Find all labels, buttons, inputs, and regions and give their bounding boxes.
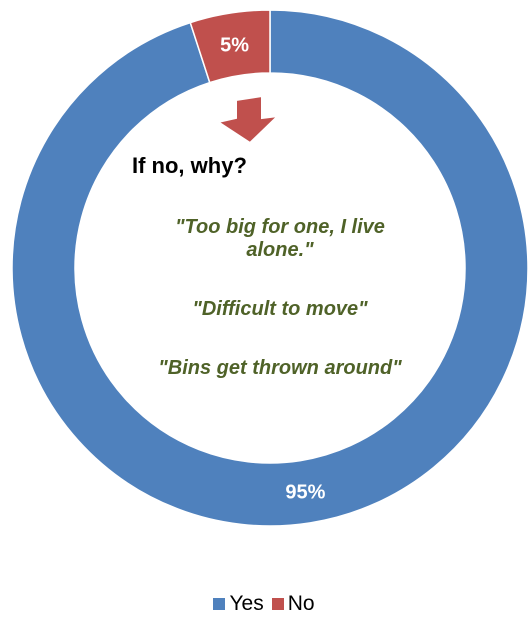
chart-legend: Yes No	[0, 592, 528, 616]
data-label-yes: 95%	[285, 482, 325, 504]
quote-3: "Bins get thrown around"	[158, 357, 402, 379]
legend-label-no: No	[287, 592, 315, 615]
donut-slice-yes[interactable]	[11, 9, 528, 527]
legend-item-no[interactable]: No	[271, 592, 315, 616]
legend-swatch-yes	[213, 598, 226, 610]
legend-label-yes: Yes	[229, 592, 264, 615]
donut-slices	[11, 9, 528, 527]
donut-chart: 95% 5%	[11, 9, 528, 527]
legend-swatch-no	[271, 598, 284, 610]
quote-1: "Too big for one, I live alone."	[175, 216, 385, 261]
center-heading: If no, why?	[132, 153, 247, 178]
donut-slice-no[interactable]	[189, 9, 271, 84]
legend-item-yes[interactable]: Yes	[213, 592, 264, 616]
data-label-no: 5%	[220, 34, 249, 56]
donut-labels: 95% 5%	[220, 34, 326, 503]
quote-2: "Difficult to move"	[192, 298, 368, 320]
arrow-down-icon	[215, 94, 281, 145]
